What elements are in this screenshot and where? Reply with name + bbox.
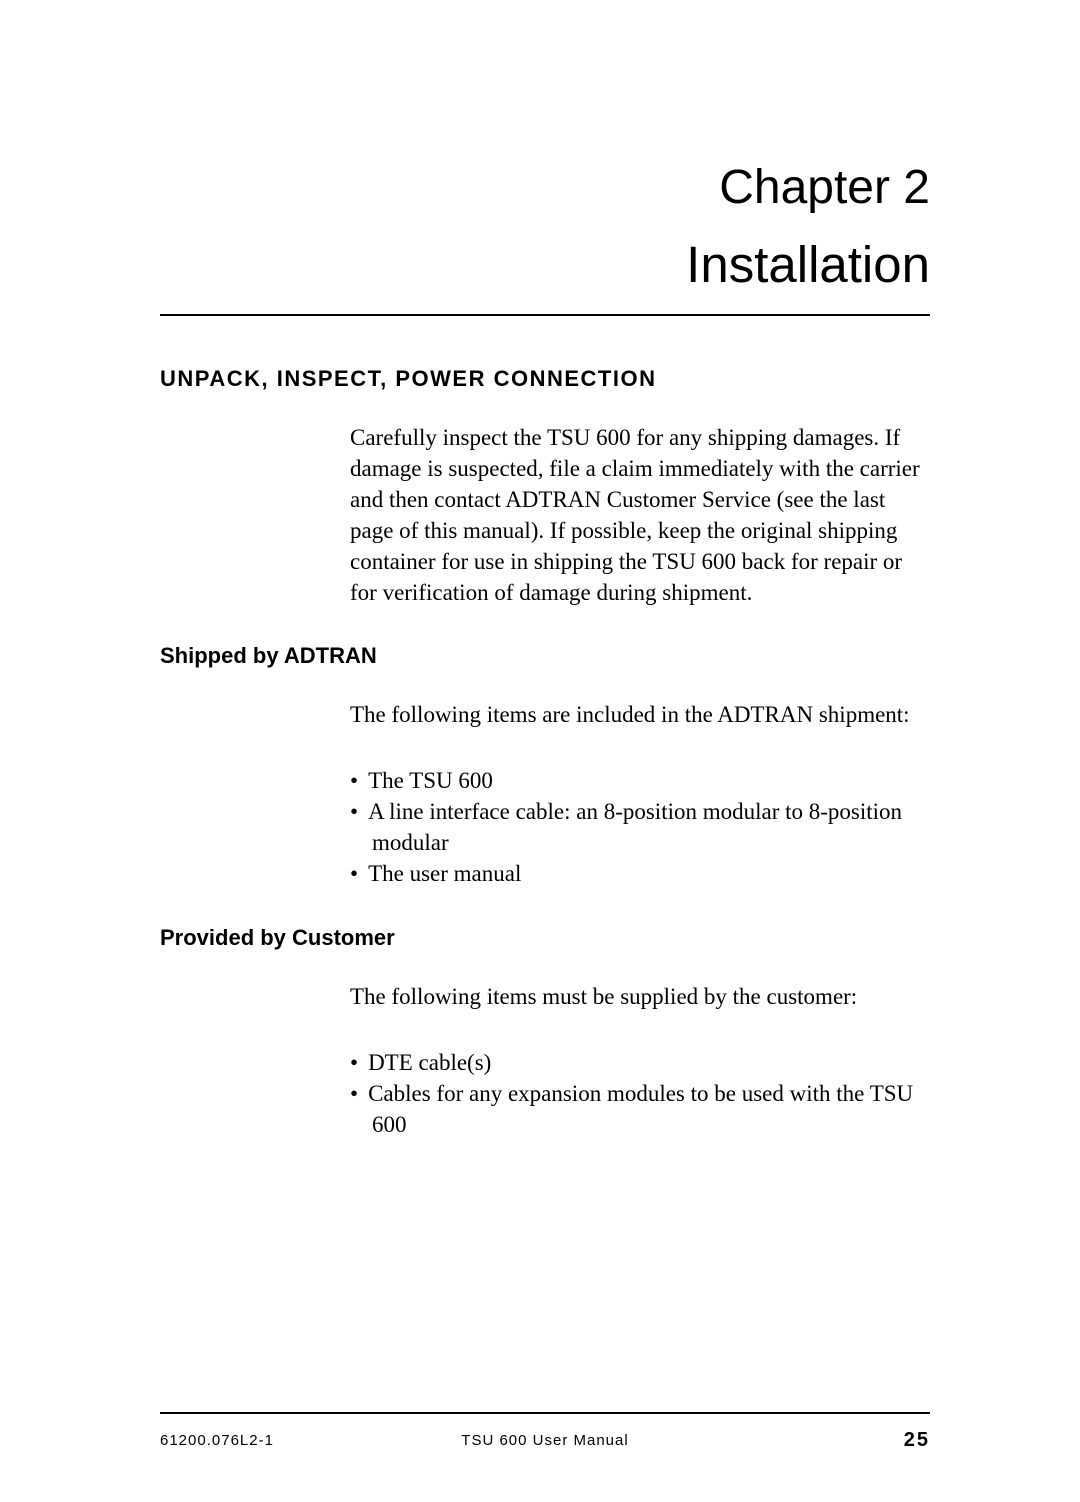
footer-page-number: 25 — [904, 1429, 930, 1452]
bullet-list-customer: DTE cable(s) Cables for any expansion mo… — [350, 1047, 930, 1140]
chapter-header: Chapter 2 Installation — [160, 160, 930, 316]
footer-document-id: 61200.076L2-1 — [160, 1432, 274, 1449]
list-item: DTE cable(s) — [350, 1047, 930, 1078]
list-item: Cables for any expansion modules to be u… — [350, 1078, 930, 1140]
body-text-shipped: The following items are included in the … — [350, 699, 930, 730]
list-item: The user manual — [350, 858, 930, 889]
section-heading-unpack: UNPACK, INSPECT, POWER CONNECTION — [160, 366, 930, 392]
body-text-customer: The following items must be supplied by … — [350, 981, 930, 1012]
chapter-title: Installation — [160, 235, 930, 294]
page-footer: 61200.076L2-1 TSU 600 User Manual 25 — [160, 1412, 930, 1452]
list-item: A line interface cable: an 8-position mo… — [350, 796, 930, 858]
list-item: The TSU 600 — [350, 765, 930, 796]
body-text-unpack: Carefully inspect the TSU 600 for any sh… — [350, 422, 930, 608]
footer-manual-title: TSU 600 User Manual — [461, 1432, 628, 1449]
bullet-list-shipped: The TSU 600 A line interface cable: an 8… — [350, 765, 930, 889]
chapter-number: Chapter 2 — [160, 160, 930, 215]
page-container: Chapter 2 Installation UNPACK, INSPECT, … — [0, 0, 1080, 1502]
subsection-heading-shipped: Shipped by ADTRAN — [160, 643, 930, 669]
subsection-heading-customer: Provided by Customer — [160, 925, 930, 951]
